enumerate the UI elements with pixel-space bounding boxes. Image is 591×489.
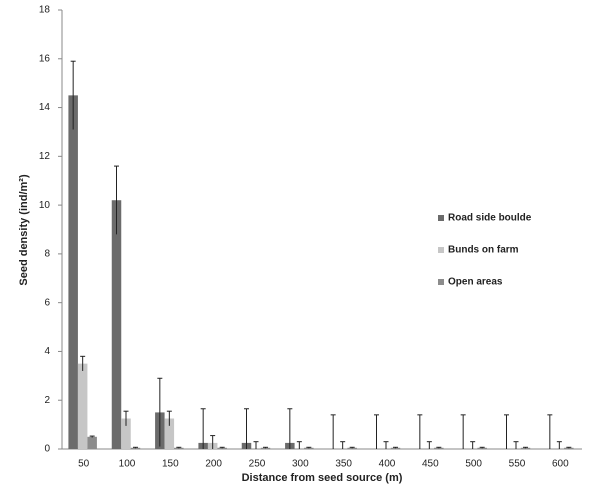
x-tick-label: 400 (379, 459, 396, 470)
x-tick-label: 150 (162, 459, 179, 470)
bar (68, 95, 78, 449)
bar (121, 418, 131, 449)
y-axis-title: Seed density (ind/m²) (18, 174, 30, 286)
legend-label: Bunds on farm (448, 245, 519, 256)
x-tick-label: 600 (552, 459, 569, 470)
x-tick-label: 500 (465, 459, 482, 470)
y-tick-label: 0 (44, 444, 50, 455)
x-tick-label: 50 (78, 459, 90, 470)
y-tick-label: 6 (44, 297, 50, 308)
legend-label: Road side boulde (448, 213, 532, 224)
x-axis-title: Distance from seed source (m) (242, 472, 403, 484)
legend-swatch (438, 279, 444, 285)
bar (217, 447, 227, 449)
bar (347, 447, 357, 449)
y-tick-label: 18 (39, 5, 51, 16)
bar (87, 436, 97, 449)
legend-label: Open areas (448, 277, 503, 288)
bar (304, 447, 314, 449)
legend-swatch (438, 215, 444, 221)
x-tick-label: 100 (119, 459, 136, 470)
y-tick-label: 10 (39, 200, 51, 211)
x-tick-label: 200 (205, 459, 222, 470)
bar (174, 447, 184, 449)
bar (164, 418, 175, 449)
y-tick-label: 4 (44, 346, 50, 357)
bar (434, 447, 444, 449)
bar (477, 447, 487, 449)
bar (111, 200, 122, 449)
bar (130, 447, 141, 449)
x-tick-label: 350 (335, 459, 352, 470)
y-tick-label: 16 (39, 53, 51, 64)
y-tick-label: 12 (39, 151, 51, 162)
bar (564, 447, 574, 449)
x-tick-label: 300 (292, 459, 309, 470)
x-tick-label: 250 (249, 459, 266, 470)
bar (260, 447, 271, 449)
bar (390, 447, 401, 449)
x-tick-label: 450 (422, 459, 439, 470)
y-tick-label: 8 (44, 249, 50, 260)
bar (77, 363, 88, 449)
y-tick-label: 14 (39, 102, 51, 113)
y-tick-label: 2 (44, 395, 50, 406)
legend-swatch (438, 247, 444, 253)
bar (520, 447, 531, 449)
x-tick-label: 550 (509, 459, 526, 470)
